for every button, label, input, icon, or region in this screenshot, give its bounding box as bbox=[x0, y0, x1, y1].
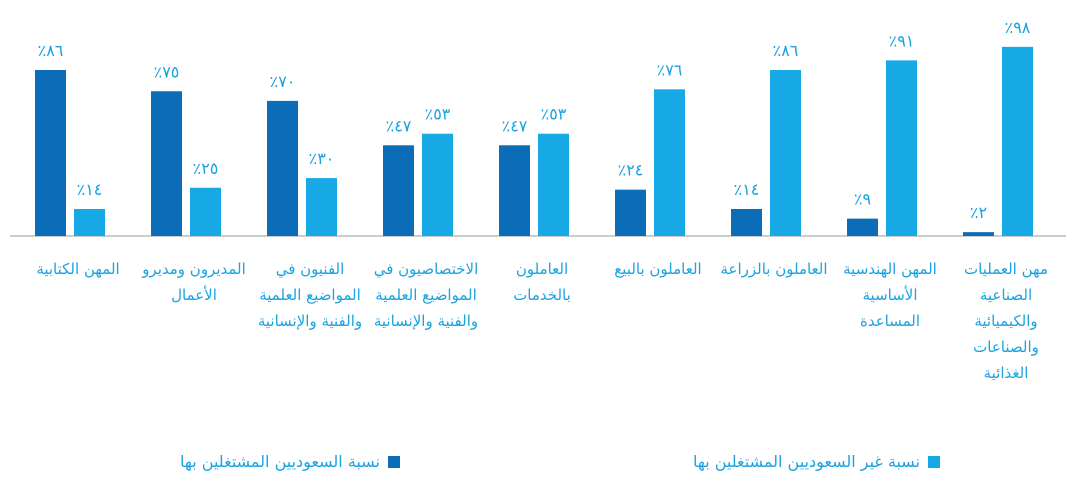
value-label: ٪٩ bbox=[854, 190, 871, 209]
bar bbox=[267, 100, 298, 237]
legend-label: نسبة غير السعوديين المشتغلين بها bbox=[692, 452, 920, 471]
bar bbox=[731, 208, 762, 236]
value-label: ٪٣٠ bbox=[309, 149, 335, 168]
value-label: ٪٢ bbox=[970, 203, 987, 222]
bar bbox=[847, 218, 878, 236]
value-label: ٪٤٧ bbox=[502, 116, 528, 135]
value-label: ٪٨٦ bbox=[38, 41, 64, 60]
value-label: ٪٧٦ bbox=[657, 60, 683, 79]
bar bbox=[886, 60, 917, 237]
x-tick-label: المديرون ومديرو الأعمال bbox=[142, 260, 246, 304]
bar bbox=[306, 178, 337, 236]
x-tick-label: المهن الهندسية الأساسية المساعدة bbox=[843, 260, 937, 330]
x-tick-label: مهن العمليات الصناعية والكيميائية والصنا… bbox=[964, 260, 1048, 382]
bar bbox=[190, 187, 221, 236]
legend-item: نسبة غير السعوديين المشتغلين بها bbox=[693, 452, 940, 471]
legend-swatch bbox=[387, 455, 400, 468]
value-label: ٪٧٥ bbox=[154, 62, 180, 81]
x-tick-label: الاختصاصيون في المواضيع العلمية والفنية … bbox=[373, 260, 479, 330]
value-label: ٪٩٨ bbox=[1005, 18, 1031, 37]
x-tick-label: المهن الكتابية bbox=[36, 260, 120, 278]
value-label: ٪١٤ bbox=[734, 180, 760, 199]
bar bbox=[538, 133, 569, 236]
bar bbox=[422, 133, 453, 236]
bar bbox=[963, 232, 994, 236]
value-label: ٪٢٤ bbox=[618, 161, 644, 180]
value-label: ٪٥٣ bbox=[425, 105, 451, 124]
x-tick-label: العاملون بالبيع bbox=[614, 260, 702, 278]
value-label: ٪٢٥ bbox=[193, 159, 219, 178]
value-label: ٪٤٧ bbox=[386, 116, 412, 135]
bar bbox=[35, 70, 66, 237]
bar bbox=[151, 91, 182, 236]
legend: نسبة غير السعوديين المشتغلين بها نسبة الس… bbox=[180, 452, 940, 471]
bar bbox=[499, 145, 530, 236]
x-tick-label: الفنيون في المواضيع العلمية والفنية والإ… bbox=[257, 260, 363, 330]
value-label: ٪٩١ bbox=[889, 31, 915, 50]
bar bbox=[1002, 46, 1033, 236]
bar bbox=[654, 89, 685, 236]
x-tick-label: العاملون بالخدمات bbox=[513, 260, 571, 304]
value-label: ٪١٤ bbox=[77, 180, 103, 199]
bar bbox=[74, 208, 105, 236]
legend-label: نسبة السعوديين المشتغلين بها bbox=[180, 452, 380, 471]
legend-item: نسبة السعوديين المشتغلين بها bbox=[180, 452, 400, 471]
value-label: ٪٧٠ bbox=[270, 72, 296, 91]
bar bbox=[383, 145, 414, 236]
legend-swatch bbox=[928, 455, 940, 468]
bar bbox=[770, 70, 801, 237]
x-tick-label: العاملون بالزراعة bbox=[720, 260, 828, 278]
value-label: ٪٨٦ bbox=[773, 41, 799, 60]
bar bbox=[615, 189, 646, 236]
value-label: ٪٥٣ bbox=[541, 105, 567, 124]
